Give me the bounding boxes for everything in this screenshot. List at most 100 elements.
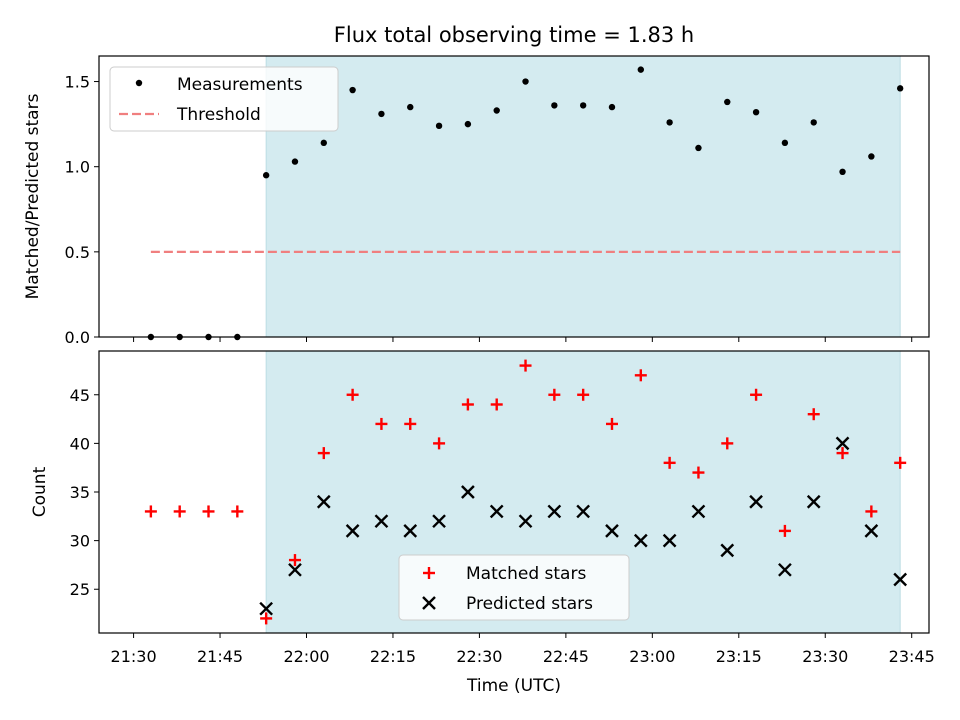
matched-star-marker bbox=[346, 388, 359, 401]
predicted-star-marker bbox=[893, 572, 908, 587]
matched-star-marker bbox=[288, 554, 301, 567]
matched-star-marker bbox=[721, 437, 734, 450]
predicted-star-marker bbox=[806, 494, 821, 509]
y-tick-label: 0.0 bbox=[65, 328, 90, 347]
y-tick-label: 1.0 bbox=[65, 158, 90, 177]
bottom-legend-box bbox=[398, 554, 630, 621]
matched-star-marker bbox=[548, 388, 561, 401]
predicted-star-marker bbox=[374, 514, 389, 529]
measurement-point bbox=[896, 85, 904, 92]
matched-star-marker bbox=[433, 437, 446, 450]
legend-predicted-label: Predicted stars bbox=[466, 594, 593, 614]
measurement-point bbox=[407, 103, 414, 111]
matched-star-marker bbox=[778, 524, 791, 537]
matched-star-marker bbox=[634, 369, 647, 382]
top-legend-box bbox=[109, 66, 339, 132]
measurement-point bbox=[695, 144, 702, 152]
bottom-x-ticks: 21:30 21:45 22:00 22:15 22:30 22:45 23:00 23:15… bbox=[111, 633, 935, 666]
matched-star-marker bbox=[375, 417, 388, 430]
legend-x-glyph bbox=[422, 596, 436, 610]
legend-measurements-label: Measurements bbox=[177, 75, 303, 95]
top-legend: Measurements Threshold bbox=[109, 66, 339, 132]
x-axis-label: Time (UTC) bbox=[466, 676, 561, 696]
measurement-point bbox=[320, 139, 327, 147]
matched-star-marker bbox=[144, 505, 157, 518]
x-tick-label: 23:00 bbox=[629, 647, 675, 666]
top-panel: 0.0 0.5 1.0 1.5 Matched/Predicted stars Mea… bbox=[23, 55, 930, 347]
measurement-point bbox=[579, 102, 587, 109]
measurement-point bbox=[810, 119, 817, 126]
predicted-star-marker bbox=[835, 436, 850, 451]
matched-star-markers bbox=[144, 359, 907, 625]
matched-star-marker bbox=[605, 417, 618, 430]
measurement-point bbox=[868, 153, 875, 160]
x-tick-label: 22:30 bbox=[456, 647, 502, 666]
predicted-star-marker bbox=[432, 514, 446, 529]
legend-plus-glyph bbox=[423, 567, 435, 579]
matched-star-marker bbox=[836, 447, 849, 460]
measurement-point bbox=[666, 119, 673, 126]
matched-star-marker bbox=[173, 505, 186, 518]
legend-matched-label: Matched stars bbox=[466, 564, 586, 584]
predicted-star-markers bbox=[259, 436, 908, 616]
measurement-points bbox=[147, 66, 904, 341]
measurement-point bbox=[378, 110, 385, 118]
measurement-point bbox=[752, 109, 760, 116]
predicted-star-marker bbox=[605, 524, 619, 538]
predicted-star-marker bbox=[720, 543, 735, 558]
matched-star-marker bbox=[461, 398, 474, 411]
measurement-point bbox=[724, 98, 731, 106]
top-y-ticks: 0.0 0.5 1.0 1.5 bbox=[65, 73, 99, 347]
y-tick-label: 40 bbox=[70, 434, 90, 453]
x-tick-label: 23:15 bbox=[716, 647, 762, 666]
x-tick-label: 22:15 bbox=[370, 647, 416, 666]
predicted-star-marker bbox=[345, 524, 360, 538]
predicted-star-marker bbox=[576, 504, 591, 519]
matched-star-marker bbox=[490, 398, 503, 411]
predicted-star-marker bbox=[403, 524, 418, 538]
x-tick-label: 22:45 bbox=[543, 647, 589, 666]
measurement-point bbox=[608, 103, 616, 111]
legend-predicted-marker bbox=[422, 596, 436, 610]
predicted-star-marker bbox=[316, 494, 331, 509]
measurement-point bbox=[781, 139, 789, 147]
predicted-star-marker bbox=[288, 562, 302, 577]
legend-measurement-marker bbox=[135, 79, 143, 87]
matched-star-marker bbox=[865, 505, 878, 518]
measurement-point bbox=[291, 158, 299, 165]
predicted-star-marker bbox=[778, 562, 792, 577]
predicted-star-marker bbox=[633, 533, 648, 548]
measurement-point bbox=[493, 107, 500, 114]
legend-matched-marker bbox=[423, 567, 435, 579]
bottom-panel: 25 30 35 40 45 21:30 21:45 22:00 22:15 22:30 22:4… bbox=[30, 350, 935, 696]
x-tick-label: 23:30 bbox=[802, 647, 848, 666]
top-x-ticks bbox=[133, 337, 913, 342]
bottom-y-ticks: 25 30 35 40 45 bbox=[70, 386, 99, 599]
predicted-star-marker bbox=[461, 485, 475, 499]
y-tick-label: 25 bbox=[70, 580, 90, 599]
matched-star-marker bbox=[807, 408, 820, 421]
bottom-axes-frame bbox=[98, 350, 930, 634]
measurement-point bbox=[435, 122, 443, 130]
x-tick-label: 21:30 bbox=[111, 647, 157, 666]
matched-star-marker bbox=[202, 505, 215, 518]
predicted-star-marker bbox=[864, 524, 879, 538]
y-tick-label: 35 bbox=[70, 483, 90, 502]
matched-star-marker bbox=[519, 359, 532, 372]
x-tick-label: 22:00 bbox=[283, 647, 329, 666]
matched-star-marker bbox=[260, 612, 273, 625]
y-tick-label: 0.5 bbox=[65, 243, 90, 262]
predicted-star-marker bbox=[489, 504, 504, 519]
matched-star-marker bbox=[231, 505, 244, 518]
chart-title: Flux total observing time = 1.83 h bbox=[334, 23, 694, 47]
matched-star-marker bbox=[663, 456, 676, 469]
top-y-axis-label: Matched/Predicted stars bbox=[23, 93, 43, 299]
y-tick-label: 1.5 bbox=[65, 73, 90, 92]
measurement-point bbox=[349, 86, 356, 94]
measurement-point bbox=[839, 168, 846, 176]
x-tick-label: 21:45 bbox=[197, 647, 243, 666]
matched-star-marker bbox=[894, 456, 907, 469]
matched-star-marker bbox=[692, 466, 705, 479]
measurement-point bbox=[637, 66, 645, 73]
